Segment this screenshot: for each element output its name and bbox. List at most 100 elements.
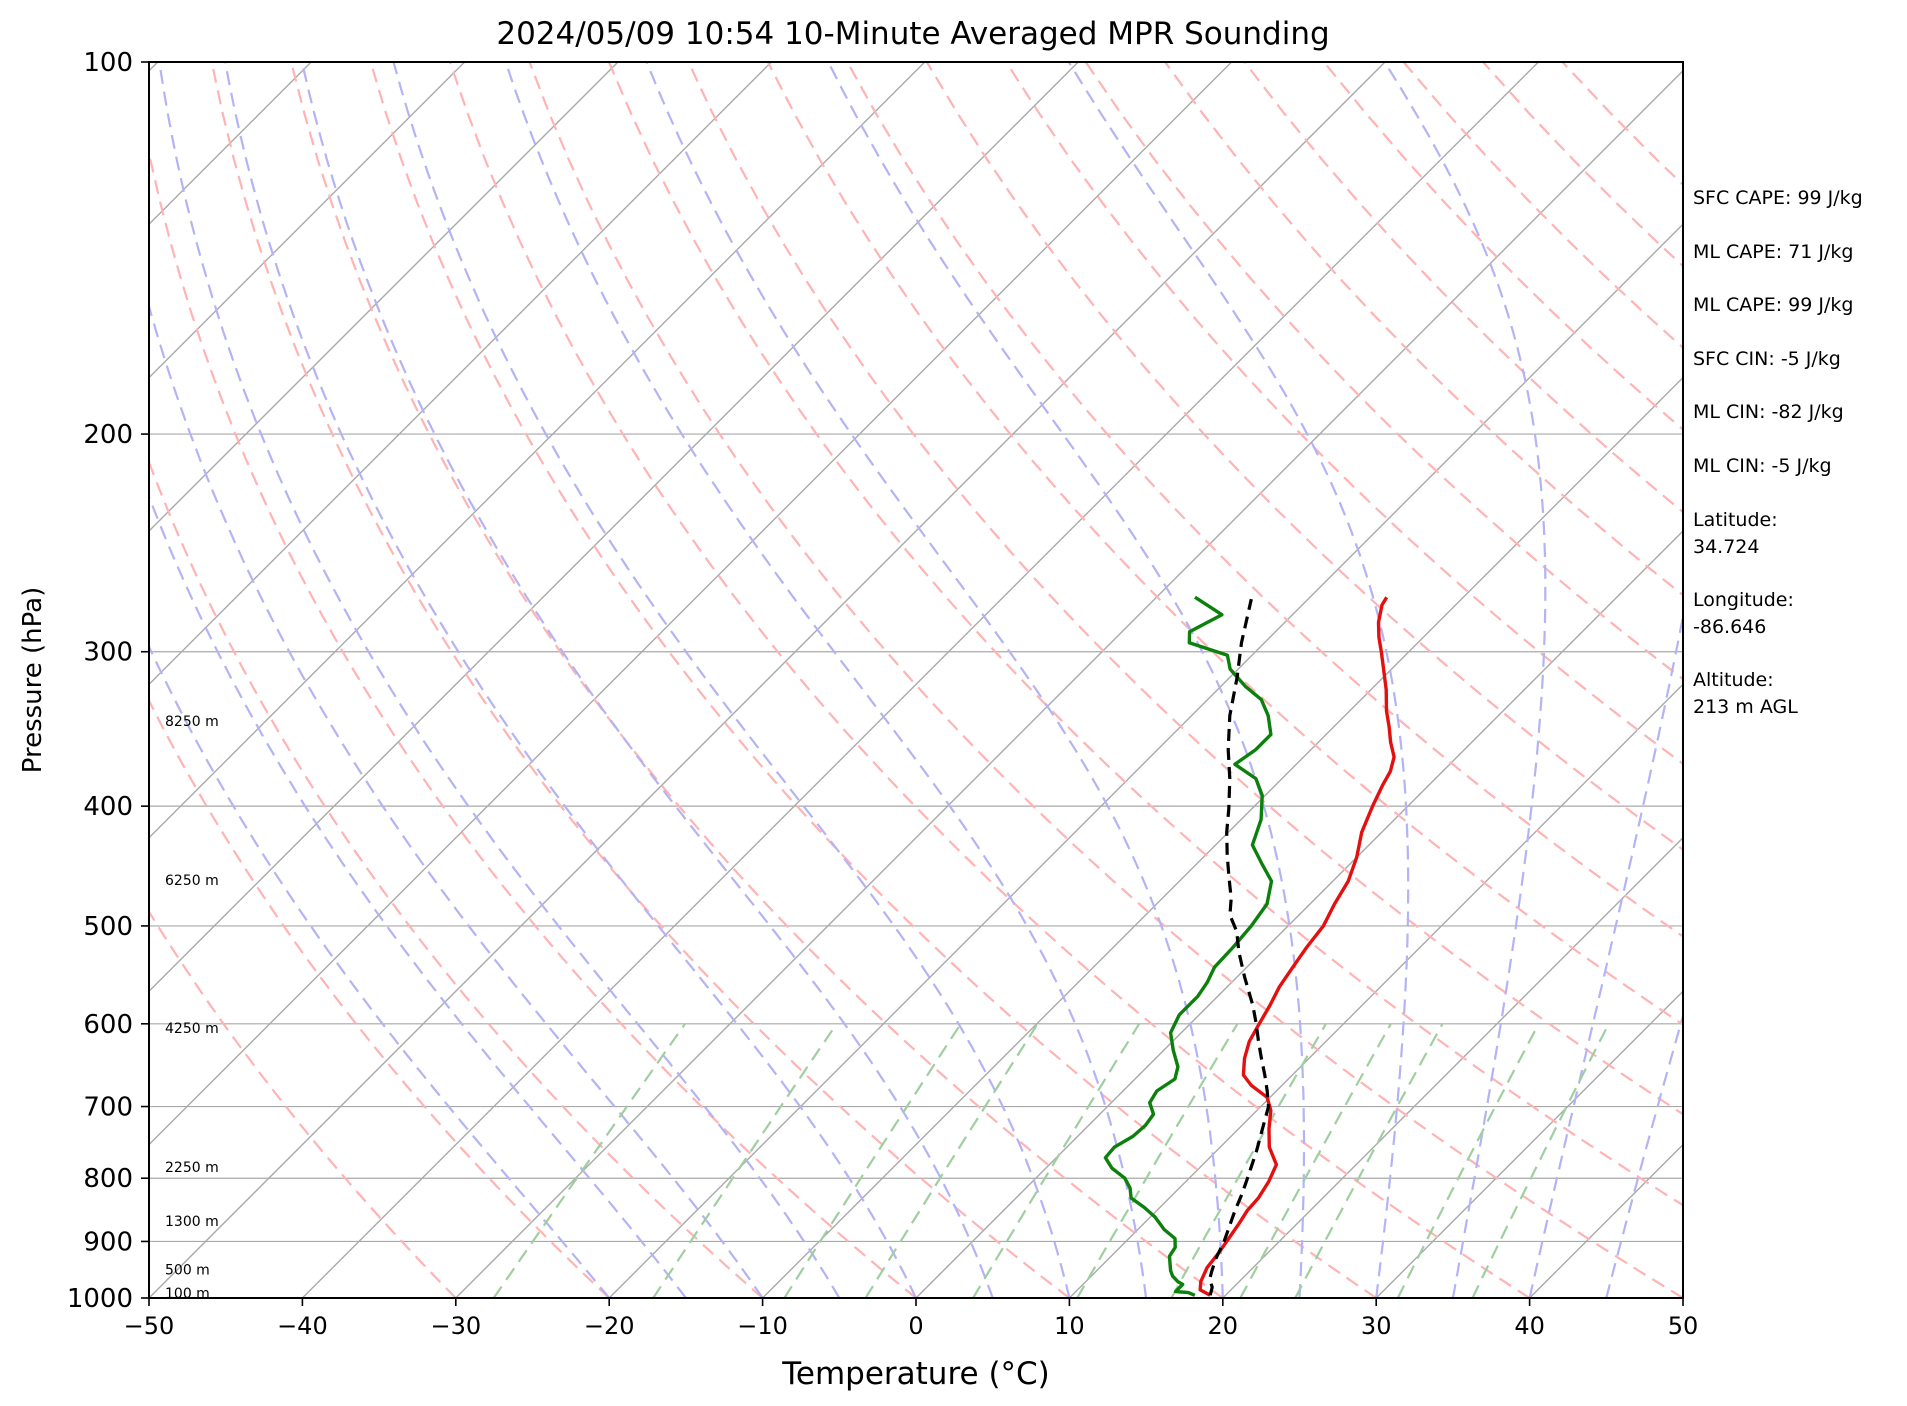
y-tick-label: 400: [83, 792, 133, 822]
chart-title: 2024/05/09 10:54 10-Minute Averaged MPR …: [496, 16, 1329, 52]
x-tick-label: −20: [584, 1312, 635, 1340]
isotherm-line: [149, 62, 772, 686]
x-tick-label: −50: [124, 1312, 175, 1340]
isotherm-line: [149, 62, 466, 379]
isotherm-line: [149, 62, 1386, 1298]
isotherm-line: [149, 62, 1233, 1146]
tick-labels: −50 −40 −30 −20 −10 0 10 20 30 40 50 100 200 300 400 50…: [67, 48, 1698, 1340]
dry-adiabat-line: [149, 459, 764, 1298]
dry-adiabat-line: [1084, 62, 1683, 681]
mixing-ratio-line: [1239, 1023, 1392, 1298]
x-tick-label: 30: [1361, 1312, 1392, 1340]
dry-adiabat-line: [290, 62, 1224, 1298]
moist-adiabat-line: [827, 62, 1306, 1298]
mixing-ratio-line: [1396, 1023, 1540, 1298]
y-tick-label: 800: [83, 1164, 133, 1194]
x-tick-label: 0: [908, 1312, 923, 1340]
moist-adiabat-line: [1383, 62, 1547, 1298]
parcel-profile-line: [1208, 598, 1271, 1296]
x-tick-label: 20: [1208, 1312, 1239, 1340]
isotherm-line: [915, 530, 1683, 1298]
x-tick-label: −10: [737, 1312, 788, 1340]
moist-adiabat-line: [224, 62, 917, 1298]
dry-adiabat-line: [1164, 62, 1683, 597]
height-label: 6250 m: [165, 873, 219, 889]
x-tick-label: −40: [277, 1312, 328, 1340]
altitude-block: Altitude: 213 m AGL: [1693, 667, 1903, 747]
latitude-label: Latitude:: [1693, 509, 1778, 531]
x-tick-label: 50: [1668, 1312, 1699, 1340]
latitude-block: Latitude: 34.724: [1693, 507, 1903, 587]
isotherm-line: [762, 376, 1683, 1298]
height-label: 100 m: [165, 1286, 210, 1302]
background-lines: [0, 62, 1683, 1298]
axes: [148, 61, 1684, 1299]
x-axis-label: Temperature (°C): [781, 1356, 1050, 1392]
moist-adiabat-line: [645, 62, 1224, 1298]
x-tick-label: −30: [430, 1312, 481, 1340]
isotherm-line: [455, 69, 1683, 1298]
sfc-cape-text: SFC CAPE: 99 J/kg: [1693, 187, 1863, 209]
y-tick-label: 1000: [67, 1284, 133, 1314]
isotherm-line: [301, 62, 1539, 1298]
altitude-label: Altitude:: [1693, 669, 1774, 691]
dry-adiabat-line: [607, 62, 1683, 1207]
ml-cin-text-1: ML CIN: -82 J/kg: [1693, 401, 1844, 423]
longitude-block: Longitude: -86.646: [1693, 587, 1903, 667]
moist-adiabat-line: [392, 62, 1071, 1298]
dry-adiabat-line: [149, 909, 457, 1298]
sounding-info-panel: SFC CAPE: 99 J/kg ML CAPE: 71 J/kg ML CA…: [1693, 186, 1903, 747]
dry-adiabat-line: [448, 62, 1531, 1298]
plot-frame: [148, 61, 1684, 1299]
isotherm-line: [1222, 836, 1683, 1298]
height-label: 2250 m: [165, 1160, 219, 1176]
mixing-ratio-line: [1076, 1023, 1239, 1298]
ml-cin-text-2: ML CIN: -5 J/kg: [1693, 454, 1832, 477]
y-tick-label: 700: [83, 1093, 133, 1123]
moist-adiabat-line: [149, 493, 687, 1298]
ml-cape-text-2: ML CAPE: 99 J/kg: [1693, 294, 1854, 316]
y-tick-label: 500: [83, 912, 133, 942]
dry-adiabat-line: [766, 62, 1683, 1026]
height-label: 500 m: [165, 1262, 210, 1278]
y-tick-label: 300: [83, 638, 133, 668]
isotherm-line: [149, 62, 619, 532]
height-label: 1300 m: [165, 1214, 219, 1230]
dry-adiabat-line: [149, 147, 917, 1298]
y-tick-label: 600: [83, 1010, 133, 1040]
isotherm-line: [149, 62, 1079, 993]
moist-adiabat-line: [149, 302, 764, 1298]
dry-adiabat-line: [528, 62, 1683, 1298]
longitude-label: Longitude:: [1693, 589, 1794, 611]
dry-adiabat-line: [687, 62, 1683, 1116]
y-tick-label: 100: [83, 48, 133, 78]
dry-adiabat-line: [369, 62, 1377, 1298]
mixing-ratio-line: [652, 1023, 838, 1298]
altitude-value: 213 m AGL: [1693, 696, 1798, 718]
moist-adiabat-line: [149, 643, 611, 1298]
longitude-value: -86.646: [1693, 616, 1767, 638]
moist-adiabat-line: [1067, 62, 1410, 1298]
moist-adiabat-line: [504, 62, 1148, 1298]
y-tick-label: 900: [83, 1227, 133, 1257]
height-label: 4250 m: [165, 1021, 219, 1037]
dewpoint-profile-line: [1103, 595, 1274, 1297]
dry-adiabat-line: [1005, 62, 1683, 766]
mixing-ratio-line: [492, 1023, 686, 1298]
isotherm-line: [1068, 683, 1683, 1298]
x-tick-label: 10: [1054, 1312, 1085, 1340]
mixing-ratio-line: [1170, 1023, 1327, 1298]
isotherm-line: [608, 223, 1683, 1298]
ml-cape-text-1: ML CAPE: 71 J/kg: [1693, 240, 1854, 263]
moist-adiabat-line: [300, 62, 994, 1298]
isotherm-line: [149, 62, 926, 839]
moist-adiabat-line: [1605, 1012, 1683, 1298]
latitude-value: 34.724: [1693, 536, 1760, 558]
mixing-ratio-line: [1294, 1023, 1444, 1298]
isotherm-line: [0, 62, 4, 1298]
y-axis-label: Pressure (hPa): [18, 587, 48, 774]
x-tick-label: 40: [1514, 1312, 1545, 1340]
isotherm-line: [1375, 990, 1683, 1298]
moist-adiabat-line: [1528, 610, 1683, 1298]
